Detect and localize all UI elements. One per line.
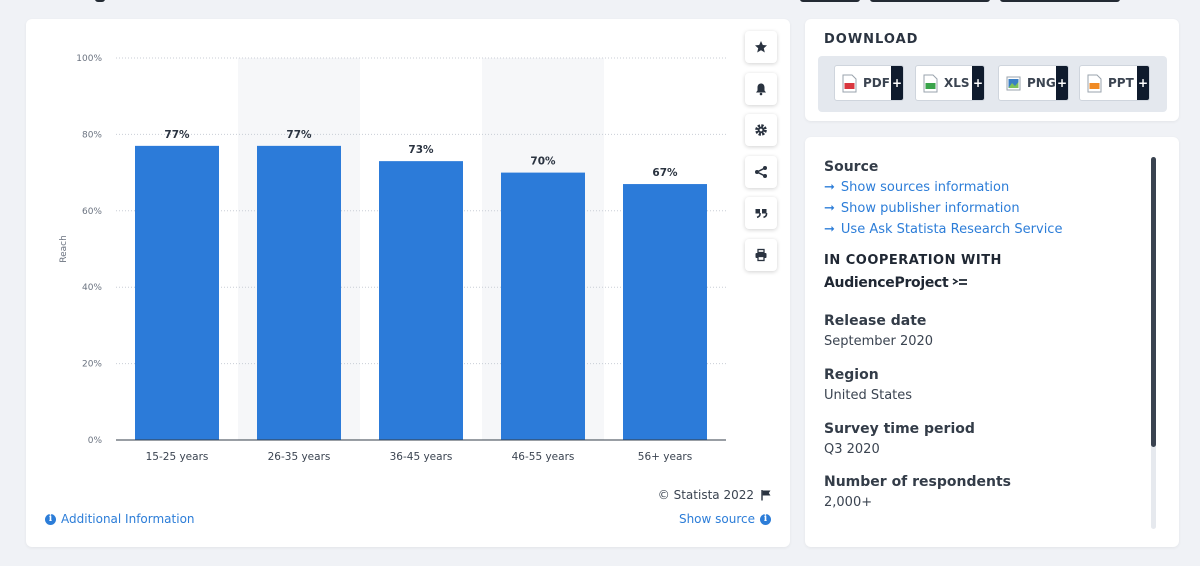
survey-period-value: Q3 2020 <box>824 442 880 457</box>
bar <box>257 145 341 441</box>
show-source-link[interactable]: Show source i <box>679 512 771 526</box>
download-title: DOWNLOAD <box>824 32 919 47</box>
survey-period-heading: Survey time period <box>824 421 975 437</box>
plus-icon: + <box>1137 66 1149 100</box>
additional-information-label: Additional Information <box>61 512 195 526</box>
flag-icon[interactable] <box>760 489 772 501</box>
bar-chart: 0% 20% 40% 60% 80% 100% Reach 77% 77% 73% 70% 67%… <box>59 54 726 463</box>
scrollbar-thumb[interactable] <box>1151 157 1156 447</box>
region-heading: Region <box>824 367 879 383</box>
arrow-right-icon: ➞ <box>824 180 835 195</box>
x-tick-label: 36-45 years <box>390 451 453 463</box>
png-file-icon <box>1006 74 1021 93</box>
bar <box>379 161 463 440</box>
x-tick-label: 15-25 years <box>146 451 209 463</box>
bar-value-label: 70% <box>530 156 556 168</box>
pdf-label: PDF <box>863 76 890 90</box>
y-tick-label: 80% <box>82 130 102 140</box>
top-cutoff-text <box>0 0 1200 4</box>
x-tick-label: 56+ years <box>638 451 692 463</box>
chart-toolbar <box>745 31 777 280</box>
pdf-file-icon <box>842 74 857 93</box>
show-publisher-link[interactable]: ➞ Show publisher information <box>824 201 1020 216</box>
bar <box>623 184 707 440</box>
download-card: DOWNLOAD PDF + XLS + PNG + P <box>805 19 1179 121</box>
copyright-text: © Statista 2022 <box>657 488 754 502</box>
region-value: United States <box>824 388 913 403</box>
print-icon[interactable] <box>745 238 777 271</box>
cooperation-heading: IN COOPERATION WITH <box>824 253 1002 268</box>
show-sources-label: Show sources information <box>840 180 1010 195</box>
release-date-value: September 2020 <box>824 334 934 349</box>
partner-name: AudienceProject <box>824 275 949 291</box>
download-ppt-button[interactable]: PPT + <box>1079 65 1150 101</box>
release-date-heading: Release date <box>824 313 927 329</box>
y-tick-label: 40% <box>82 283 102 293</box>
xls-file-icon <box>923 74 938 93</box>
show-sources-link[interactable]: ➞ Show sources information <box>824 180 1009 195</box>
download-png-button[interactable]: PNG + <box>998 65 1069 101</box>
bar-value-label: 77% <box>286 129 312 141</box>
ask-statista-link[interactable]: ➞ Use Ask Statista Research Service <box>824 222 1062 237</box>
y-tick-label: 0% <box>88 436 103 446</box>
star-icon[interactable] <box>745 31 777 63</box>
plus-icon: + <box>1056 66 1068 100</box>
bar <box>501 172 585 440</box>
info-icon: i <box>760 513 771 525</box>
statista-copyright: © Statista 2022 <box>658 488 772 502</box>
png-label: PNG <box>1027 76 1056 90</box>
y-tick-label: 60% <box>82 207 102 217</box>
bell-icon[interactable] <box>745 72 777 105</box>
quote-icon[interactable] <box>745 197 777 229</box>
source-heading: Source <box>824 159 879 175</box>
ppt-label: PPT <box>1108 76 1134 90</box>
bar <box>135 145 219 441</box>
respondents-heading: Number of respondents <box>824 474 1011 490</box>
x-tick-label: 26-35 years <box>268 451 331 463</box>
x-tick-label: 46-55 years <box>512 451 575 463</box>
y-tick-label: 100% <box>76 54 102 64</box>
bar-value-label: 73% <box>408 144 434 156</box>
plus-icon: + <box>972 66 984 100</box>
show-source-label: Show source <box>678 512 755 526</box>
share-icon[interactable] <box>745 155 777 188</box>
ppt-file-icon <box>1087 74 1102 93</box>
audienceproject-logo[interactable]: AudienceProject <box>824 275 968 291</box>
show-publisher-label: Show publisher information <box>840 201 1020 216</box>
bar-value-label: 67% <box>652 167 678 179</box>
statistic-details-card: Source ➞ Show sources information ➞ Show… <box>805 137 1179 547</box>
gear-icon[interactable] <box>745 114 777 146</box>
download-pdf-button[interactable]: PDF + <box>834 65 904 101</box>
y-tick-label: 20% <box>82 360 102 370</box>
chart-card: 0% 20% 40% 60% 80% 100% Reach 77% 77% 73% 70% 67%… <box>26 19 790 547</box>
y-axis-label: Reach <box>59 235 69 263</box>
download-xls-button[interactable]: XLS + <box>915 65 985 101</box>
ask-statista-label: Use Ask Statista Research Service <box>840 222 1063 237</box>
respondents-value: 2,000+ <box>824 495 873 510</box>
arrow-right-icon: ➞ <box>824 201 835 216</box>
additional-information-link[interactable]: i Additional Information <box>45 512 195 526</box>
bar-value-label: 77% <box>164 129 190 141</box>
plus-icon: + <box>891 66 903 100</box>
audienceproject-mark-icon <box>953 278 968 285</box>
xls-label: XLS <box>944 76 970 90</box>
arrow-right-icon: ➞ <box>824 222 835 237</box>
info-icon: i <box>45 513 56 525</box>
download-buttons: PDF + XLS + PNG + PPT + <box>818 56 1167 112</box>
